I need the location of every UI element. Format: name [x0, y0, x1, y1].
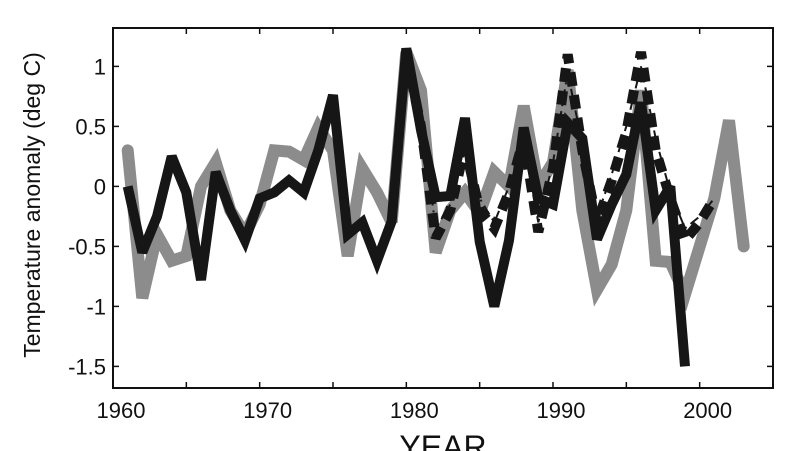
- y-tick-label: 0.5: [75, 114, 106, 139]
- x-tick-label: 1970: [243, 398, 292, 423]
- plot-frame: [112, 27, 774, 389]
- y-axis-label: Temperature anomaly (deg C): [19, 52, 45, 358]
- x-tick-label: 2000: [683, 398, 732, 423]
- x-tick-label: 1960: [97, 398, 146, 423]
- x-tick-label: 1980: [390, 398, 439, 423]
- y-tick-label: -1: [86, 294, 106, 319]
- x-tick-label: 1990: [537, 398, 586, 423]
- series-line-dashdot-thin-black: [405, 66, 716, 231]
- y-tick-label: -1.5: [68, 354, 106, 379]
- series-line-solid-thick-black: [122, 47, 690, 367]
- x-axis-label: YEAR: [399, 429, 486, 451]
- y-tick-label: 1: [94, 54, 106, 79]
- y-tick-label: 0: [94, 174, 106, 199]
- y-tick-label: -0.5: [68, 234, 106, 259]
